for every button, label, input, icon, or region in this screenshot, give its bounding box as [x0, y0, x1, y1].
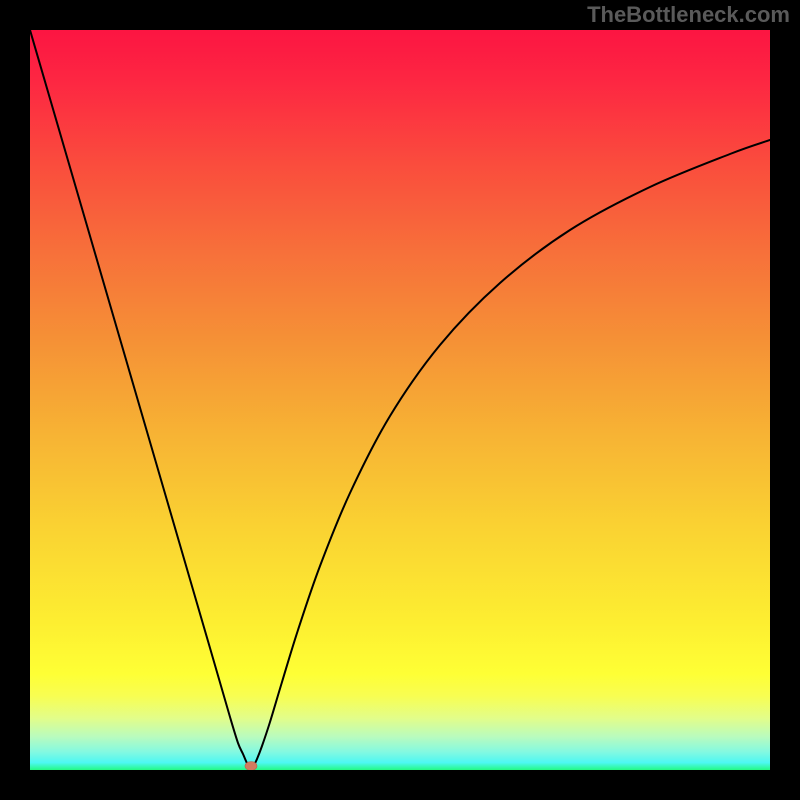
optimal-point-marker [245, 762, 257, 771]
plot-area [30, 30, 770, 770]
chart-svg [30, 30, 770, 770]
attribution-label: TheBottleneck.com [587, 2, 790, 28]
chart-container: TheBottleneck.com [0, 0, 800, 800]
